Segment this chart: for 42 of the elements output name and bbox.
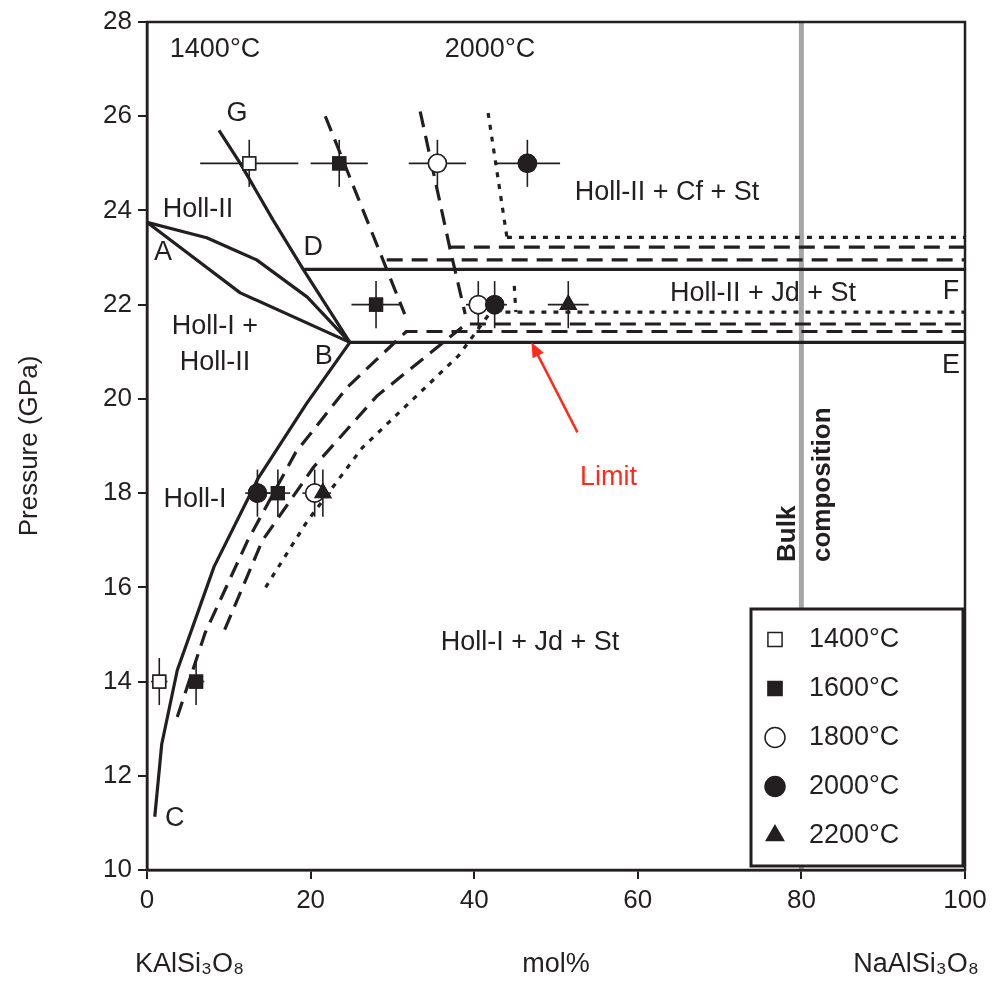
annotation: B (314, 339, 333, 370)
y-tick-label: 20 (103, 382, 132, 413)
y-tick-label: 12 (103, 758, 132, 789)
y-tick-label: 14 (103, 664, 132, 695)
text: NaAlSi₃O₈ (853, 948, 979, 979)
annotation: C (165, 802, 185, 833)
annotation: Holl-I + Holl-II (171, 310, 259, 377)
y-tick-label: 24 (103, 193, 132, 224)
annotation: Holl-II (162, 193, 234, 224)
legend-label: 1800°C (809, 720, 900, 751)
annotation: A (153, 235, 173, 266)
x-tick-label: 100 (943, 883, 987, 914)
x-tick-label: 0 (139, 883, 155, 914)
y-tick-label: 22 (103, 287, 132, 318)
annotation: Holl-I + Jd + St (440, 626, 620, 657)
x-axis-title: mol% (522, 948, 590, 979)
annotation: Holl-II + Cf + St (574, 176, 760, 207)
annotation: F (942, 274, 960, 305)
annotation: D (303, 230, 323, 261)
legend-label: 1400°C (809, 622, 900, 653)
y-tick-label: 16 (103, 570, 132, 601)
annotation: 2000°C (444, 33, 536, 64)
legend-label: 2000°C (809, 769, 900, 800)
annotation: 1400°C (169, 33, 261, 64)
x-tick-label: 60 (623, 883, 653, 914)
annotation: Holl-I (163, 483, 227, 514)
y-tick-label: 26 (103, 99, 132, 130)
ref-line-label: Bulk composition (771, 407, 836, 562)
y-tick-label: 10 (103, 853, 132, 884)
legend-label: 2200°C (809, 818, 900, 849)
x-tick-label: 80 (786, 883, 816, 914)
x-tick-label: 40 (459, 883, 489, 914)
y-tick-label: 28 (103, 5, 132, 36)
text: KAlSi₃O₈ (135, 948, 245, 979)
annotation: Limit (579, 460, 638, 491)
legend-label: 1600°C (809, 671, 900, 702)
y-axis-title: Pressure (GPa) (12, 355, 43, 537)
x-tick-label: 20 (296, 883, 326, 914)
annotation: E (941, 348, 961, 379)
annotation: Holl-II + Jd + St (669, 277, 857, 308)
y-tick-label: 18 (103, 476, 132, 507)
annotation: G (226, 96, 248, 127)
